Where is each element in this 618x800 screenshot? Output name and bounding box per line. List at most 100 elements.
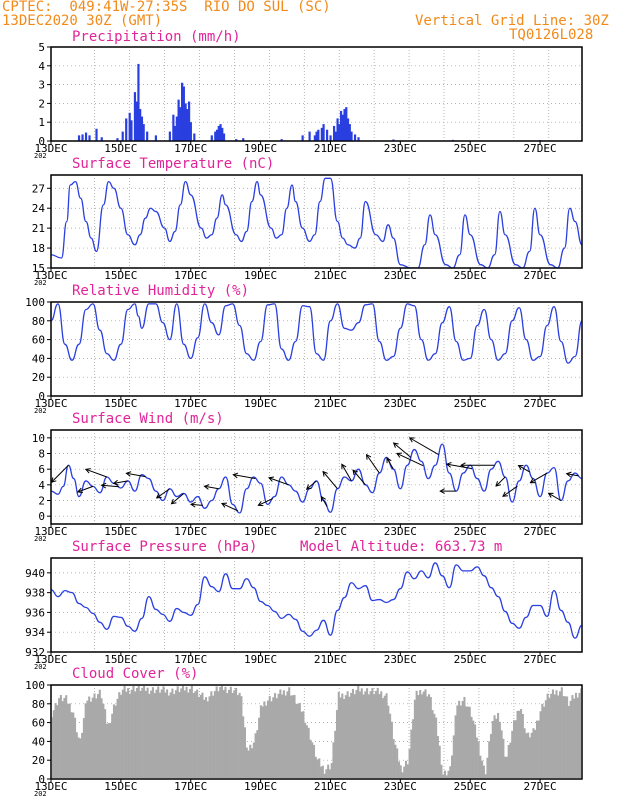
precip-bar bbox=[189, 122, 192, 141]
cloud-bar bbox=[566, 696, 569, 779]
precip-bar bbox=[348, 124, 351, 141]
wind-vector bbox=[502, 485, 518, 497]
x-tick-label: 27DEC bbox=[524, 780, 557, 793]
cloud-bar bbox=[320, 766, 323, 779]
cloud-bar bbox=[530, 732, 533, 779]
x-tick-label: 15DEC bbox=[104, 269, 137, 282]
y-tick-label: 40 bbox=[32, 735, 45, 748]
cloud-bar bbox=[509, 742, 512, 779]
wind-vector-head bbox=[517, 464, 524, 471]
precip-bar bbox=[130, 120, 133, 141]
cloud-bar bbox=[169, 692, 172, 779]
station-header: CPTEC: 049:41W-27:35S RIO DO SUL (SC) bbox=[2, 0, 331, 15]
cloud-bar bbox=[284, 695, 287, 779]
panel-body bbox=[51, 303, 582, 364]
cloud-bar bbox=[178, 692, 181, 779]
x-tick-label: 21DEC bbox=[314, 142, 347, 155]
cloud-bar bbox=[89, 701, 93, 779]
wind-vector bbox=[190, 503, 204, 506]
cloud-bar bbox=[558, 691, 562, 779]
wind-vector bbox=[366, 454, 380, 474]
cloud-bar bbox=[245, 747, 248, 779]
x-tick-label: 15DEC bbox=[104, 397, 137, 410]
x-tick-year: 202 bbox=[34, 663, 47, 671]
precip-bar bbox=[339, 110, 343, 141]
precip-bar bbox=[84, 132, 88, 141]
precip-bar bbox=[146, 131, 149, 141]
cloud-bar bbox=[449, 766, 452, 779]
cloud-bar bbox=[54, 703, 57, 779]
cloud-bar bbox=[532, 728, 535, 779]
cloud-bar bbox=[105, 723, 108, 779]
precip-bar bbox=[322, 124, 325, 141]
panel-frame-top bbox=[50, 46, 583, 142]
precip-bar bbox=[353, 134, 357, 141]
wind-vector-head bbox=[529, 478, 536, 484]
wind-vector-head bbox=[386, 457, 392, 464]
precip-bar bbox=[320, 127, 323, 141]
cloud-bar bbox=[555, 690, 558, 779]
cloud-bar bbox=[527, 732, 530, 779]
y-tick-label: 936 bbox=[25, 606, 45, 619]
y-tick-label: 940 bbox=[25, 567, 45, 580]
cloud-bar bbox=[489, 734, 493, 779]
cloud-bar bbox=[82, 718, 85, 779]
cloud-bar bbox=[155, 689, 158, 779]
cloud-bar bbox=[114, 705, 117, 779]
x-tick-label: 21DEC bbox=[314, 525, 347, 538]
precip-bar bbox=[125, 118, 128, 141]
cloud-bar bbox=[362, 694, 365, 779]
cloud-bar bbox=[394, 744, 397, 779]
precip-bar bbox=[222, 133, 226, 141]
x-tick-year: 202 bbox=[34, 407, 47, 415]
wind-vector-head bbox=[84, 468, 91, 474]
x-tick-label: 13DEC bbox=[34, 780, 67, 793]
x-tick-label: 21DEC bbox=[314, 780, 347, 793]
cloud-bar bbox=[571, 695, 574, 779]
wind-vector bbox=[204, 485, 219, 490]
cloud-bar bbox=[491, 721, 494, 779]
cloud-bar bbox=[325, 769, 328, 779]
cloud-bar bbox=[472, 720, 475, 779]
cloud-bar bbox=[392, 739, 395, 779]
cloud-bar bbox=[339, 697, 342, 779]
precip-bar bbox=[88, 135, 91, 141]
wind-vector bbox=[258, 498, 274, 506]
cloud-bar bbox=[493, 715, 496, 779]
cloud-bar bbox=[440, 764, 443, 779]
wind-vector-head bbox=[112, 479, 119, 486]
cloud-bar bbox=[574, 692, 577, 779]
cloud-bar bbox=[61, 701, 64, 779]
cloud-bar bbox=[261, 706, 264, 779]
cloud-bar bbox=[560, 687, 563, 779]
cloud-bar bbox=[470, 716, 473, 779]
cloud-bar bbox=[569, 700, 572, 779]
cloud-bar bbox=[314, 756, 317, 779]
cloud-bar bbox=[220, 685, 223, 779]
wind-vector-head bbox=[392, 442, 399, 448]
precip-bar bbox=[313, 135, 316, 141]
wind-vector-head bbox=[257, 500, 264, 507]
cloud-bar bbox=[385, 693, 388, 779]
cloud-bar bbox=[176, 686, 179, 779]
cloud-bar bbox=[174, 690, 177, 779]
cloud-bar bbox=[463, 696, 466, 779]
cloud-bar bbox=[171, 688, 174, 779]
cloud-bar bbox=[420, 694, 423, 779]
cloud-bar bbox=[164, 692, 167, 779]
cloud-bar bbox=[396, 748, 399, 779]
cloud-bar bbox=[157, 686, 160, 779]
cloud-bar bbox=[523, 728, 526, 779]
cloud-bar bbox=[249, 744, 252, 779]
y-tick-label: 4 bbox=[38, 479, 45, 492]
cloud-bar bbox=[128, 693, 131, 779]
x-tick-label: 23DEC bbox=[384, 269, 417, 282]
precip-bar bbox=[133, 92, 137, 141]
y-tick-label: 40 bbox=[32, 352, 45, 365]
wind-vector bbox=[101, 484, 120, 488]
cloud-bar bbox=[367, 694, 370, 779]
cloud-bar bbox=[580, 688, 582, 779]
cloud-bar bbox=[137, 685, 140, 779]
cloud-bar bbox=[192, 692, 195, 779]
cloud-bar bbox=[397, 761, 400, 779]
